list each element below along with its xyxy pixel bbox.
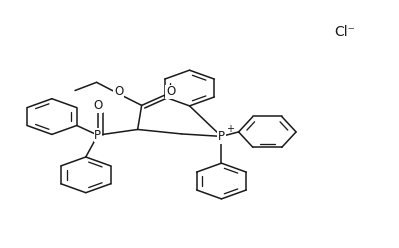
Text: O: O xyxy=(114,85,123,97)
Text: P: P xyxy=(94,129,101,142)
Text: O: O xyxy=(166,85,176,98)
Text: O: O xyxy=(93,99,103,112)
Text: P: P xyxy=(218,130,225,143)
Text: Cl⁻: Cl⁻ xyxy=(335,25,356,39)
Text: +: + xyxy=(226,124,234,134)
